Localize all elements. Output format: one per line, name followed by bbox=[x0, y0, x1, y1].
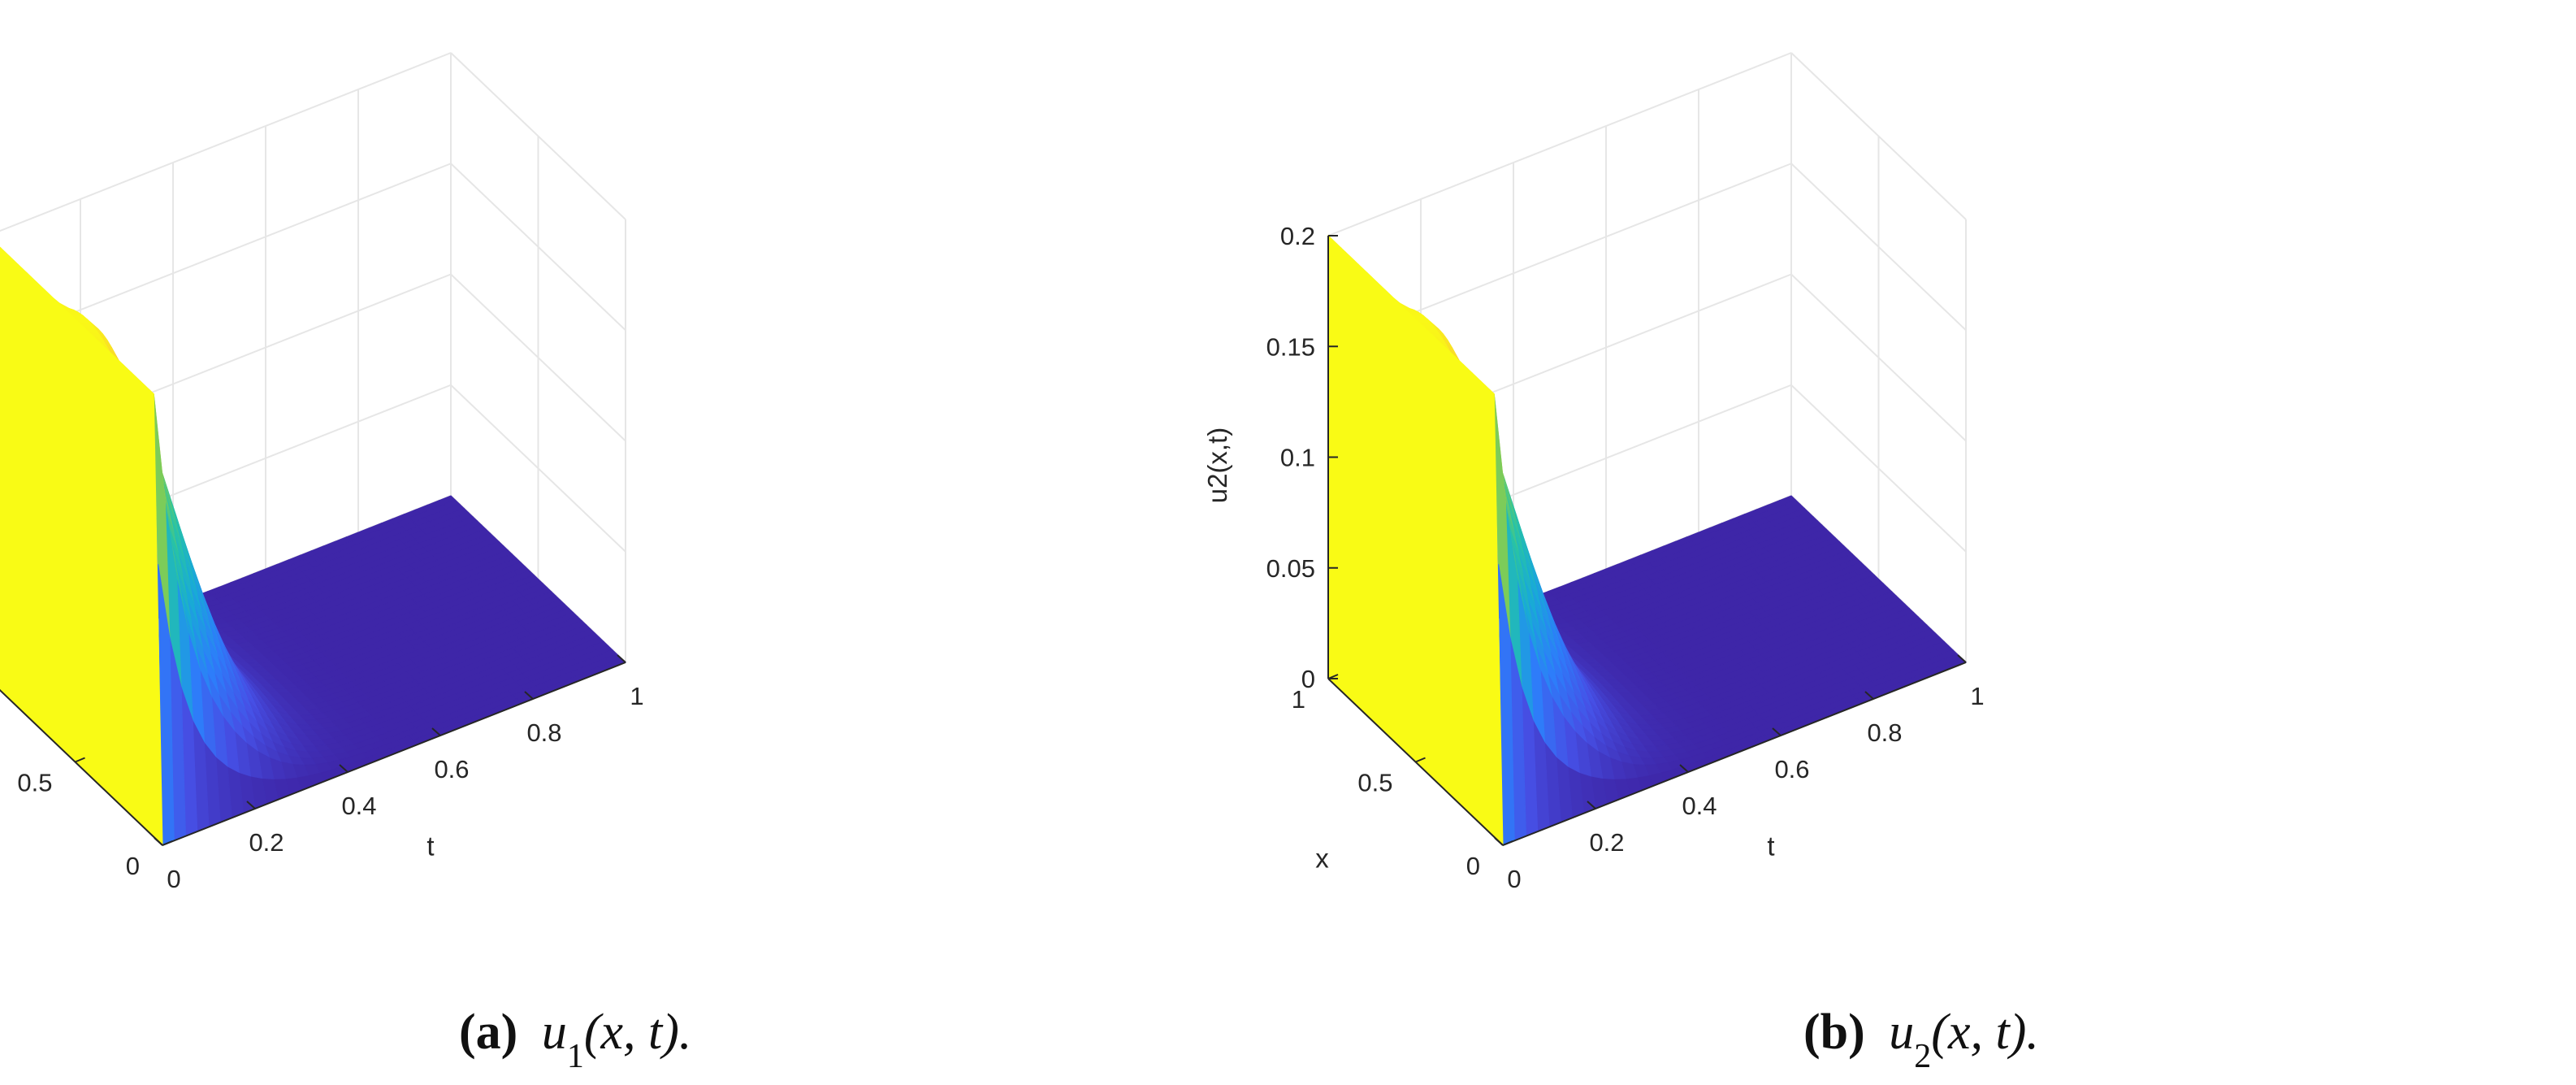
caption-b-tag: b bbox=[1821, 1005, 1848, 1060]
t-tick bbox=[1957, 654, 1967, 663]
t-tick-label: 0.6 bbox=[1774, 755, 1809, 783]
t-tick bbox=[154, 837, 163, 846]
t-tick-label: 0.6 bbox=[434, 755, 469, 783]
x-tick bbox=[75, 757, 85, 763]
x-tick-label: 1 bbox=[1292, 685, 1305, 714]
t-tick bbox=[1679, 764, 1689, 773]
surface bbox=[0, 246, 626, 847]
z-tick-label: 0.2 bbox=[1280, 222, 1315, 250]
t-axis-label: t bbox=[426, 831, 434, 861]
surface-plot-a: 00.20.40.60.8100.5100.10.20.30.4txu1(x,t… bbox=[0, 52, 644, 893]
z-tick-label: 0 bbox=[1301, 665, 1315, 693]
caption-a-tag-open: ( bbox=[459, 1005, 476, 1060]
x-tick-label: 0.5 bbox=[17, 769, 52, 797]
caption-b-args: (x, t). bbox=[1931, 1005, 2039, 1060]
t-tick bbox=[1864, 691, 1874, 700]
caption-b-tag-open: ( bbox=[1803, 1005, 1821, 1060]
caption-a-args: (x, t). bbox=[584, 1005, 692, 1060]
caption-b-tag-close: ) bbox=[1848, 1005, 1865, 1060]
grid-line-back-z bbox=[0, 52, 452, 232]
caption-a-tag: a bbox=[476, 1005, 501, 1060]
t-tick-label: 1 bbox=[1970, 682, 1984, 710]
surface-plot-b: 00.20.40.60.8100.5100.050.10.150.2txu2(x… bbox=[1202, 52, 1985, 893]
z-axis-label: u2(x,t) bbox=[1202, 427, 1232, 504]
x-tick-label: 0.5 bbox=[1357, 769, 1392, 797]
t-tick bbox=[524, 691, 534, 700]
t-tick-label: 0 bbox=[167, 865, 180, 893]
caption-b-sub: 2 bbox=[1914, 1038, 1931, 1075]
caption-a-tag-close: ) bbox=[501, 1005, 518, 1060]
x-tick bbox=[162, 840, 173, 846]
caption-b-func: u bbox=[1889, 1005, 1914, 1060]
t-tick-label: 0.4 bbox=[1682, 792, 1717, 820]
z-tick-label: 0.05 bbox=[1266, 554, 1315, 583]
caption-a-sub: 1 bbox=[567, 1038, 584, 1075]
t-axis-label: t bbox=[1767, 831, 1774, 861]
surface bbox=[1327, 234, 1967, 847]
t-tick-label: 0.8 bbox=[526, 718, 561, 747]
surface-front-face bbox=[0, 246, 163, 847]
surface-front-face bbox=[1327, 234, 1504, 847]
axes: 00.20.40.60.8100.5100.10.20.30.4txu1(x,t… bbox=[0, 654, 644, 893]
z-tick-label: 0.1 bbox=[1280, 444, 1315, 472]
x-axis-label: x bbox=[1315, 844, 1329, 874]
t-tick bbox=[431, 727, 441, 736]
t-tick-label: 0.4 bbox=[341, 792, 376, 820]
axes: 00.20.40.60.8100.5100.050.10.150.2txu2(x… bbox=[1202, 222, 1985, 893]
t-tick bbox=[1494, 837, 1504, 846]
t-tick bbox=[246, 801, 256, 809]
x-tick-label: 0 bbox=[126, 852, 140, 880]
t-tick-label: 1 bbox=[630, 682, 643, 710]
t-tick-label: 0 bbox=[1507, 865, 1521, 893]
caption-a: (a) u1(x, t). bbox=[459, 1005, 691, 1075]
grid-line-back-z bbox=[1327, 52, 1792, 237]
t-axis-line bbox=[162, 662, 626, 846]
t-tick bbox=[1772, 727, 1782, 736]
x-tick bbox=[1502, 840, 1513, 846]
t-tick bbox=[617, 654, 626, 663]
x-tick bbox=[1415, 757, 1426, 763]
caption-a-func: u bbox=[542, 1005, 567, 1060]
t-axis-line bbox=[1502, 662, 1967, 846]
t-tick bbox=[1587, 801, 1596, 809]
x-tick-label: 0 bbox=[1466, 852, 1480, 880]
t-tick-label: 0.2 bbox=[249, 828, 284, 857]
t-tick bbox=[339, 764, 349, 773]
t-tick-label: 0.2 bbox=[1589, 828, 1624, 857]
t-tick-label: 0.8 bbox=[1867, 718, 1902, 747]
caption-b: (b) u2(x, t). bbox=[1803, 1005, 2039, 1075]
z-tick-label: 0.15 bbox=[1266, 332, 1315, 361]
